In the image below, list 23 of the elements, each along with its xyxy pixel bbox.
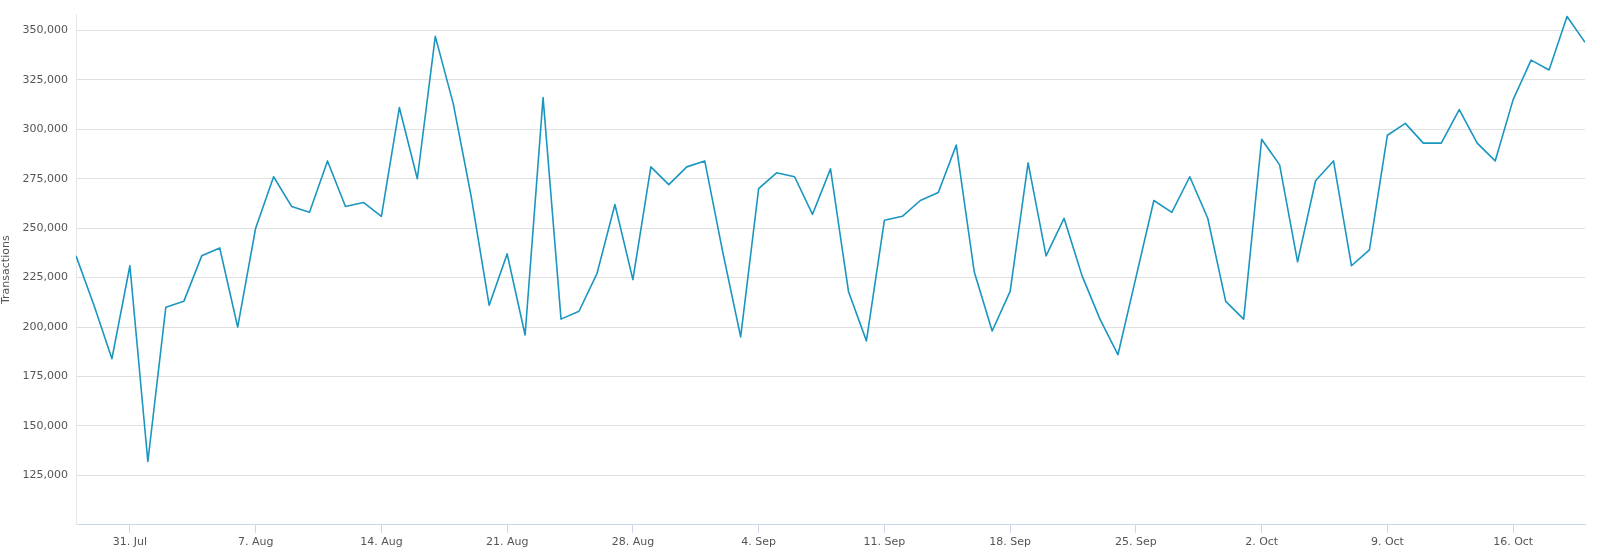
x-tick-label: 21. Aug — [485, 535, 529, 549]
y-tick-label: 325,000 — [22, 72, 68, 86]
x-tick-label: 25. Sep — [1115, 535, 1157, 549]
x-tick-label: 9. Oct — [1370, 535, 1405, 549]
x-tick-label: 11. Sep — [863, 535, 906, 549]
x-tick-label: 16. Oct — [1493, 535, 1534, 549]
x-tick-label: 2. Oct — [1245, 535, 1279, 549]
x-tick-label: 4. Sep — [741, 535, 777, 549]
y-tick-label: 125,000 — [22, 468, 68, 482]
y-tick-label: 175,000 — [22, 369, 68, 383]
y-tick-label: 275,000 — [22, 171, 68, 185]
y-tick-label: 225,000 — [22, 270, 68, 284]
x-tick-label: 31. Jul — [112, 535, 148, 549]
x-tick-label: 7. Aug — [237, 535, 274, 549]
x-tick-label: 14. Aug — [360, 535, 403, 549]
y-tick-label: 200,000 — [22, 319, 68, 333]
y-tick-label: 150,000 — [22, 418, 68, 432]
y-tick-label: 250,000 — [22, 221, 68, 235]
y-tick-label: 300,000 — [22, 122, 68, 136]
x-tick-label: 28. Aug — [611, 535, 655, 549]
x-tick-label: 18. Sep — [989, 535, 1032, 549]
y-tick-label: 350,000 — [22, 23, 68, 37]
y-axis-title: Transactions — [0, 235, 13, 306]
